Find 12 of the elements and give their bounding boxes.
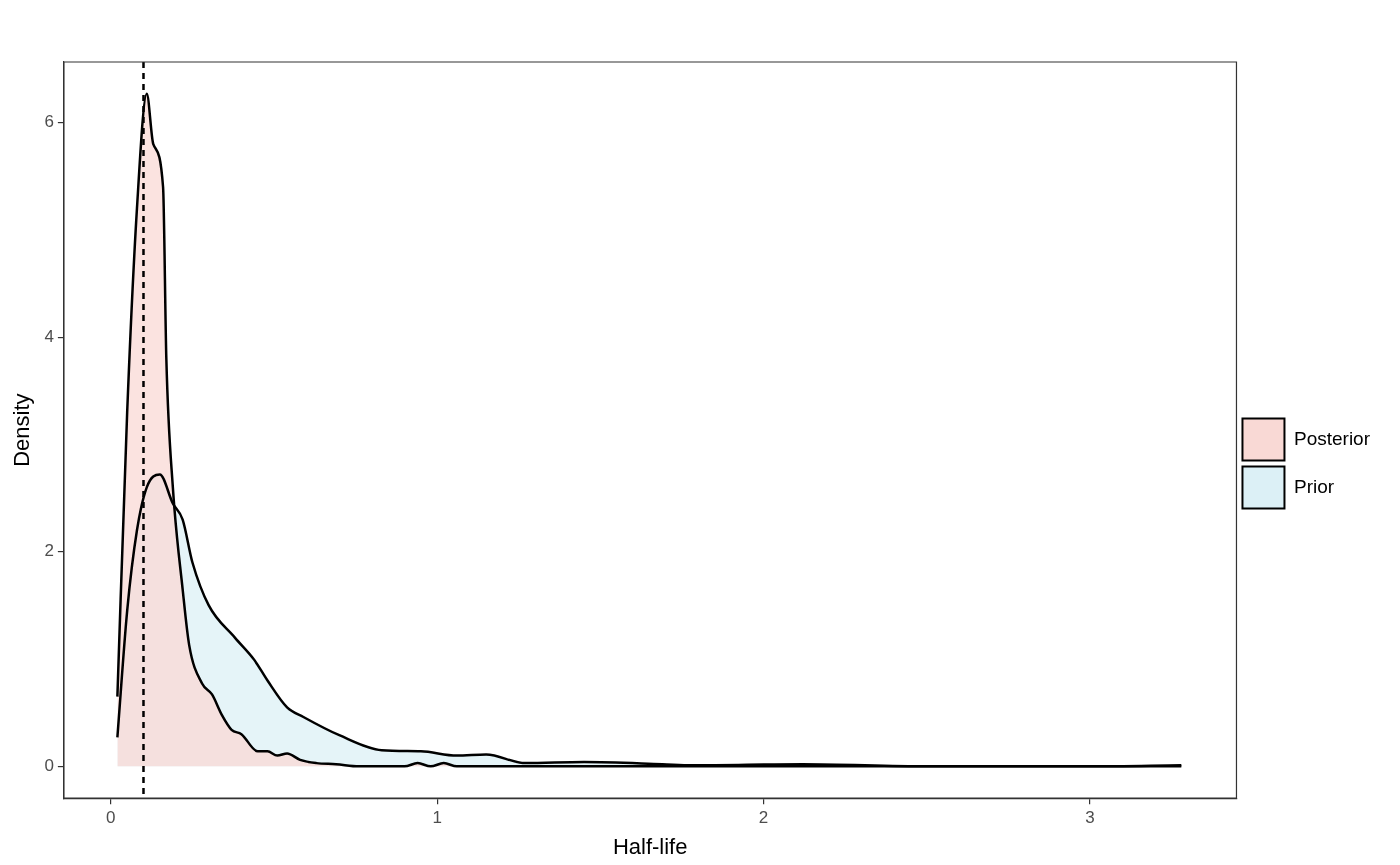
legend-label: Prior: [1293, 475, 1335, 497]
x-tick-label: 1: [432, 808, 442, 828]
y-tick-label: 6: [44, 112, 54, 132]
x-axis-title: Half-life: [612, 833, 688, 859]
y-tick-label: 0: [44, 756, 54, 776]
x-tick-label: 2: [758, 808, 769, 828]
legend-label: Posterior: [1293, 427, 1371, 449]
y-tick-label: 2: [44, 541, 54, 561]
x-tick-label: 0: [106, 808, 116, 828]
y-tick-label: 4: [44, 326, 54, 346]
y-axis-title: Density: [9, 393, 35, 467]
x-tick-label: 3: [1085, 808, 1095, 828]
